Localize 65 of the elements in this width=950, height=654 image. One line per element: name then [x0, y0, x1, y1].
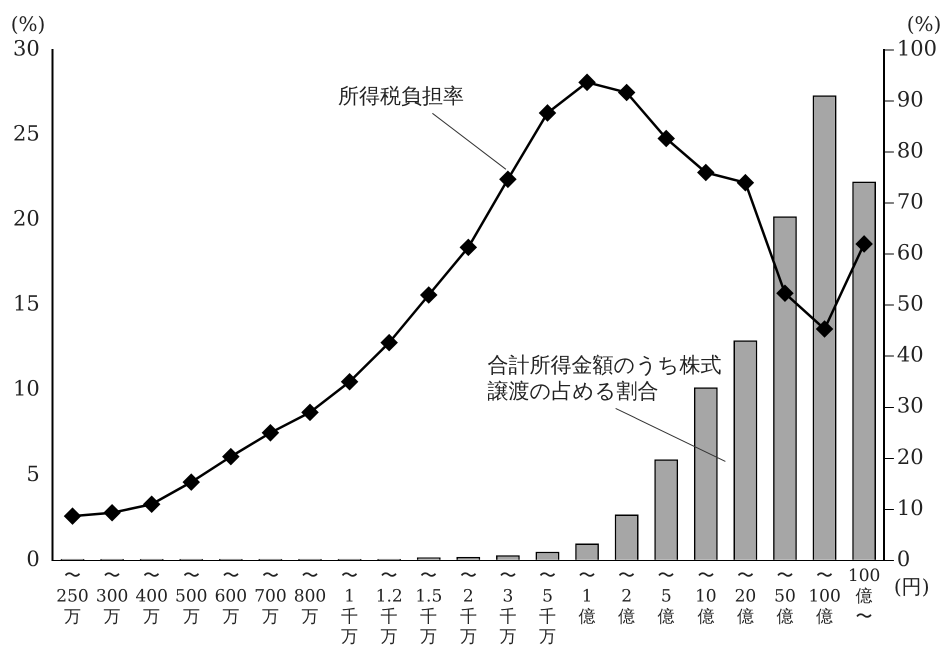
series-label: 合計所得金額のうち株式譲渡の占める割合: [487, 352, 722, 403]
y2-tick-label: 30: [896, 394, 924, 418]
y-tick-label: 0: [26, 546, 40, 571]
x-tick-label: 〜700万: [254, 566, 287, 627]
point: [737, 174, 754, 191]
x-tick-label: 〜2億: [618, 566, 636, 627]
x-tick-label: 〜2千万: [460, 566, 477, 648]
y-tick-label: 15: [12, 292, 40, 316]
y2-tick-label: 90: [896, 87, 924, 112]
y2-tick-label: 20: [896, 444, 924, 469]
x-tick-label: 〜1千万: [341, 566, 358, 648]
point: [539, 104, 556, 122]
point: [856, 236, 872, 252]
y2-tick-label: 40: [896, 342, 924, 367]
point: [500, 171, 516, 188]
x-tick-label: 〜20億: [734, 566, 756, 627]
point: [222, 448, 240, 465]
y2-axis-title: (%): [906, 12, 942, 36]
y2-tick-label: 0: [896, 546, 910, 571]
text: 所得税負担率: [338, 84, 464, 108]
x-axis-title: (円): [894, 574, 930, 599]
point: [143, 496, 160, 513]
y2-tick-label: 60: [896, 240, 924, 265]
y2-tick-label: 80: [896, 138, 924, 163]
point: [698, 164, 714, 181]
point: [302, 404, 318, 421]
point: [341, 374, 358, 390]
x-tick-label: 〜600万: [214, 566, 248, 627]
point: [816, 320, 833, 338]
point: [776, 285, 794, 302]
x-tick-label: 〜1億: [578, 566, 596, 627]
y2-tick-label: 10: [896, 496, 924, 520]
point: [460, 239, 477, 256]
x-tick-label: 〜300万: [96, 566, 128, 627]
y2-tick-label: 50: [896, 292, 924, 316]
y-tick-label: 30: [12, 36, 40, 60]
x-tick-label: 〜3千万: [499, 566, 516, 648]
point: [420, 286, 437, 304]
y2-tick-label: 70: [896, 190, 924, 214]
x-tick-label: 〜1.2千万: [376, 566, 403, 648]
y-axis-title: (%): [10, 12, 46, 36]
point: [578, 74, 596, 91]
y-tick-label: 5: [26, 462, 40, 486]
y-tick-label: 20: [12, 206, 40, 231]
point: [262, 424, 279, 442]
point: [104, 504, 120, 522]
x-tick-label: 〜10億: [694, 566, 717, 627]
x-tick-label: 100億〜: [848, 566, 880, 627]
x-tick-label: 〜250万: [56, 566, 89, 627]
point: [380, 334, 398, 351]
point: [658, 130, 674, 147]
y-tick-label: 25: [12, 122, 40, 146]
x-tick-label: 〜5千万: [538, 566, 556, 648]
x-tick-label: 〜1.5千万: [415, 566, 442, 648]
point: [64, 508, 81, 524]
point: [183, 474, 200, 490]
x-tick-label: 〜800万: [294, 566, 326, 627]
y2-tick-label: 100: [896, 36, 938, 60]
point: [618, 84, 635, 101]
x-tick-label: 〜100億: [808, 566, 841, 627]
x-tick-label: 〜50億: [774, 566, 796, 627]
x-tick-label: 〜500万: [175, 566, 208, 627]
x-tick-label: 〜400万: [135, 566, 168, 627]
x-tick-label: 〜5億: [658, 566, 675, 627]
y-tick-label: 10: [12, 376, 40, 401]
